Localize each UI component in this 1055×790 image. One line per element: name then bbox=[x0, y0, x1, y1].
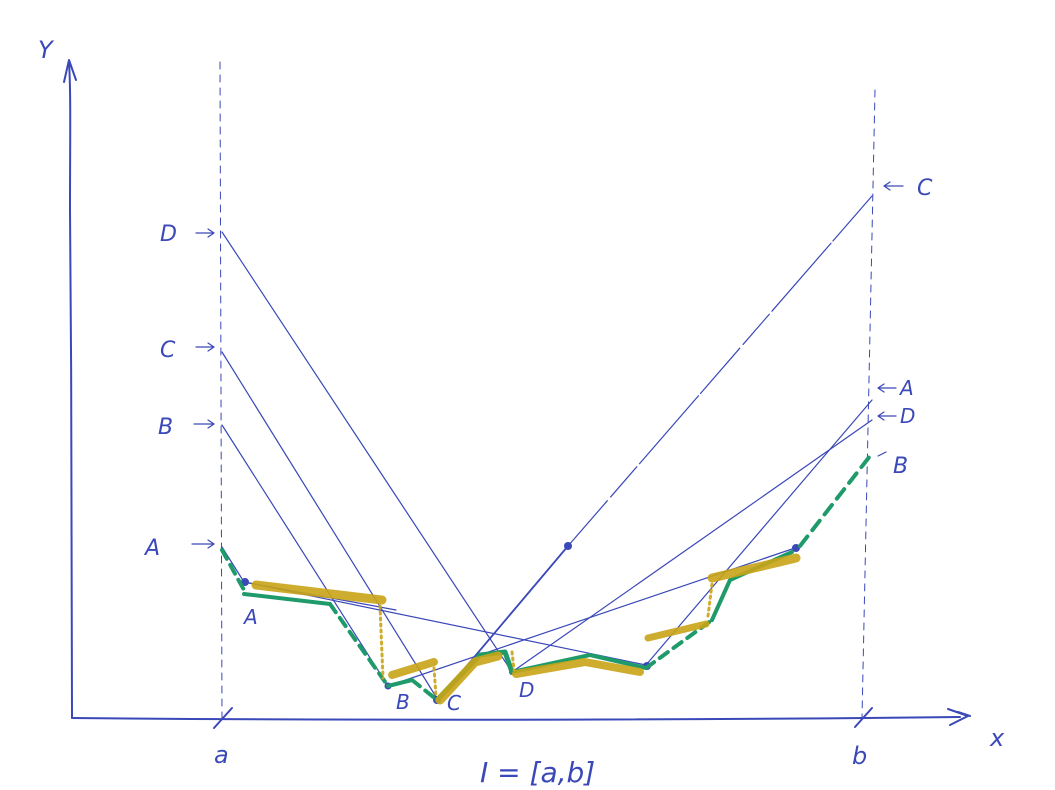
boundary-b-tick bbox=[854, 707, 873, 728]
line-d-left bbox=[221, 231, 513, 673]
line-c-right bbox=[567, 195, 873, 547]
gold-highlights bbox=[251, 553, 801, 705]
green-envelope-left-dash bbox=[220, 548, 246, 592]
green-envelope-seg-4-dash bbox=[410, 678, 439, 702]
left-arrow-d bbox=[195, 228, 215, 238]
label-a: a bbox=[214, 741, 229, 769]
label-b: b bbox=[852, 742, 867, 770]
right-marker-b: B bbox=[893, 454, 908, 479]
line-a-right bbox=[645, 399, 873, 666]
left-markers: D C B A bbox=[143, 222, 215, 561]
gold-dotted-2 bbox=[432, 666, 438, 698]
line-b-left bbox=[221, 424, 389, 687]
right-arrow-c bbox=[883, 181, 904, 191]
left-arrow-a bbox=[191, 539, 215, 549]
right-tick-b bbox=[877, 451, 887, 457]
right-marker-c: C bbox=[917, 176, 933, 201]
green-envelope-seg-3 bbox=[386, 678, 414, 688]
boundary-a-dashed-line bbox=[219, 61, 223, 721]
gold-dotted-4 bbox=[706, 582, 714, 618]
x-axis-arrowhead bbox=[947, 708, 971, 726]
vertex-label-a: A bbox=[242, 605, 258, 629]
gold-stroke-4 bbox=[512, 658, 644, 678]
gold-stroke-3 bbox=[435, 651, 503, 705]
y-axis-arrowhead bbox=[63, 59, 77, 83]
v-lines bbox=[221, 195, 873, 701]
boundary-a-tick bbox=[213, 707, 233, 729]
left-marker-a: A bbox=[143, 536, 160, 561]
left-marker-d: D bbox=[160, 222, 177, 247]
line-c-left bbox=[221, 351, 439, 701]
green-envelope-seg-1 bbox=[242, 592, 332, 606]
gold-stroke-6 bbox=[707, 553, 801, 583]
right-marker-a: A bbox=[898, 376, 914, 400]
gold-stroke-1 bbox=[251, 580, 387, 605]
left-arrow-c bbox=[195, 342, 215, 352]
interval-boundaries bbox=[213, 61, 876, 729]
left-arrow-b bbox=[193, 419, 215, 429]
gold-stroke-5 bbox=[644, 620, 710, 642]
green-envelope-right-dash bbox=[798, 454, 872, 548]
gold-stroke-2 bbox=[388, 658, 438, 679]
y-axis-line bbox=[68, 61, 73, 719]
x-axis-line bbox=[71, 716, 961, 721]
left-marker-c: C bbox=[160, 338, 176, 363]
gold-dotted-1 bbox=[378, 604, 385, 680]
axes bbox=[63, 59, 971, 726]
y-axis-label: Y bbox=[38, 36, 55, 64]
dot-c-top bbox=[564, 542, 572, 550]
interval-label: I = [a,b] bbox=[480, 756, 595, 789]
right-arrow-d bbox=[877, 411, 897, 421]
green-envelope-seg-2-dash bbox=[328, 602, 390, 688]
gold-dotted-3 bbox=[510, 650, 516, 672]
right-markers: C A D B bbox=[877, 176, 933, 479]
x-axis-label: x bbox=[989, 724, 1005, 752]
vertex-label-b: B bbox=[396, 690, 410, 714]
line-d-right bbox=[511, 419, 873, 673]
vertex-label-c: C bbox=[447, 691, 461, 715]
dot-a bbox=[241, 578, 249, 586]
left-marker-b: B bbox=[158, 415, 173, 440]
vertex-label-d: D bbox=[519, 678, 534, 702]
right-arrow-a bbox=[877, 383, 897, 393]
right-marker-d: D bbox=[900, 404, 915, 428]
